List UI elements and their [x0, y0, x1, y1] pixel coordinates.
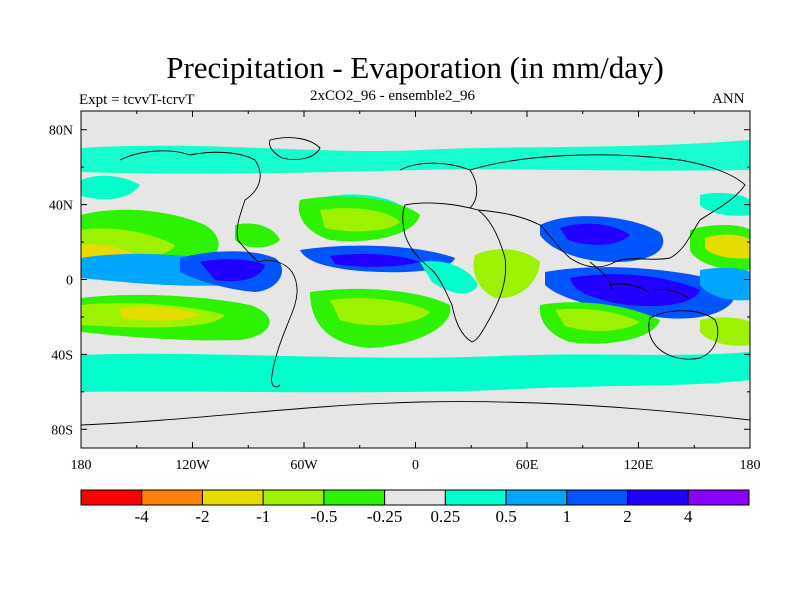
south-atlantic-lime	[330, 298, 430, 326]
colorbar-swatch	[323, 489, 386, 506]
colorbar-labels: -4 -2 -1 -0.5 -0.25 0.25 0.5 1 2 4	[135, 507, 693, 526]
south-asia-darkblue	[560, 223, 630, 245]
maritime-continent-darkblue	[570, 274, 700, 307]
colorbar-swatch	[444, 489, 507, 506]
colorbar-swatch	[384, 489, 446, 506]
axis-ticks	[80, 111, 751, 448]
field-layer	[81, 111, 750, 448]
coast-greenland	[269, 137, 321, 160]
colorbar	[80, 489, 750, 506]
colorbar-swatch	[80, 489, 143, 506]
lon-label: 180	[71, 458, 92, 473]
lat-label: 40S	[51, 348, 73, 363]
atlantic-north-lime	[320, 208, 400, 232]
season-label: ANN	[712, 91, 745, 107]
lon-label: 60W	[290, 458, 318, 473]
colorbar-label: -0.25	[367, 507, 402, 526]
lon-label: 120E	[624, 458, 654, 473]
colorbar-swatch	[262, 489, 325, 506]
colorbar-swatch	[566, 489, 629, 506]
lat-label: 80N	[49, 124, 73, 139]
pacific-lightblue	[700, 267, 750, 301]
latitude-labels: 80N 40N 0 40S 80S	[49, 124, 73, 439]
colorbar-label: 0.25	[430, 507, 460, 526]
itcz-atlantic-darkblue	[330, 254, 420, 267]
coast-africa	[402, 202, 507, 343]
colorbar-label: 0.5	[495, 507, 516, 526]
itcz-pacific-darkblue	[200, 259, 265, 282]
colorbar-swatch	[687, 489, 750, 506]
coast-europe	[399, 162, 478, 209]
coast-south-america	[257, 260, 298, 388]
lon-label: 60E	[516, 458, 539, 473]
central-africa-lime	[473, 249, 540, 299]
colorbar-swatch	[141, 489, 203, 506]
south-pacific-yellow	[120, 306, 200, 321]
colorbar-swatch	[627, 489, 689, 506]
colorbar-label: 1	[563, 507, 572, 526]
southern-ocean-band	[81, 352, 750, 393]
map-title: Precipitation - Evaporation (in mm/day)	[166, 50, 664, 85]
lon-label: 0	[412, 458, 419, 473]
map-subtitle: 2xCO2_96 - ensemble2_96	[310, 88, 475, 104]
lat-label: 80S	[51, 423, 73, 438]
central-america-green	[235, 223, 280, 248]
coast-australia	[648, 310, 719, 360]
colorbar-label: -4	[135, 507, 150, 526]
colorbar-swatch	[201, 489, 264, 506]
coast-indonesia	[609, 283, 689, 299]
coastlines	[81, 137, 750, 426]
coast-antarctica	[81, 401, 750, 426]
experiment-label: Expt = tcvvT-tcrvT	[79, 92, 195, 108]
indian-ocean-lime	[555, 308, 640, 331]
coast-southeast-asia	[589, 261, 613, 291]
lon-label: 180	[740, 458, 761, 473]
lat-label: 0	[66, 274, 73, 289]
coast-north-america	[119, 150, 261, 263]
colorbar-label: -2	[195, 507, 209, 526]
arctic-band	[81, 140, 750, 174]
north-pacific-teal	[81, 175, 140, 200]
colorbar-label: 4	[684, 507, 693, 526]
coast-eurasia	[469, 154, 746, 268]
lat-label: 40N	[49, 199, 73, 214]
colorbar-swatch	[505, 489, 568, 506]
southwest-pacific-lime	[700, 317, 750, 346]
gulf-guinea-teal	[420, 261, 478, 294]
colorbar-label: -0.5	[310, 507, 337, 526]
colorbar-label: 2	[623, 507, 632, 526]
lon-label: 120W	[175, 458, 210, 473]
colorbar-label: -1	[256, 507, 270, 526]
longitude-labels: 180 120W 60W 0 60E 120E 180	[71, 458, 761, 473]
west-pacific-yellow	[705, 234, 750, 259]
